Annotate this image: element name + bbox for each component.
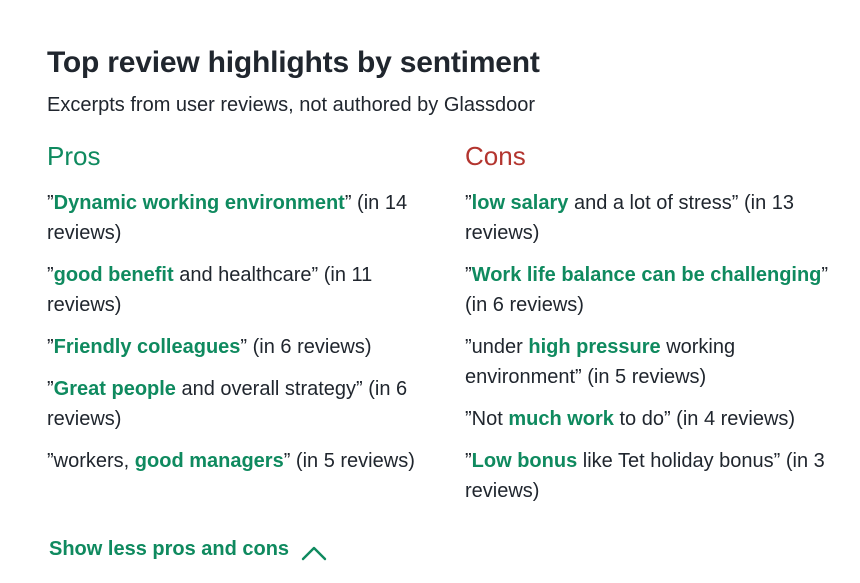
item-suffix: and healthcare” (in 11 reviews): [47, 264, 373, 316]
item-suffix: like Tet holiday bonus” (in 3 reviews): [465, 450, 825, 502]
section-subtitle: Excerpts from user reviews, not authored…: [47, 94, 535, 116]
cons-list: ”low salary and a lot of stress” (in 13 …: [465, 188, 835, 506]
cons-item: ”low salary and a lot of stress” (in 13 …: [465, 188, 835, 248]
item-highlight: Work life balance can be challenging: [471, 264, 822, 286]
item-prefix: ”: [465, 192, 472, 214]
item-highlight: high pressure: [528, 336, 661, 358]
chevron-up-icon: [301, 541, 327, 561]
item-prefix: ”Not: [465, 408, 509, 430]
item-highlight: Friendly colleagues: [53, 336, 241, 358]
cons-item: ”Not much work to do” (in 4 reviews): [465, 404, 835, 434]
item-prefix: ”: [47, 378, 54, 400]
pros-item: ”Friendly colleagues” (in 6 reviews): [47, 332, 417, 362]
item-highlight: good benefit: [53, 264, 174, 286]
item-suffix: ” (in 6 reviews): [465, 264, 829, 316]
item-suffix: ” (in 5 reviews): [283, 450, 415, 472]
pros-column: Pros ”Dynamic working environment” (in 1…: [47, 138, 417, 488]
item-suffix: working environment” (in 5 reviews): [465, 336, 736, 388]
item-prefix: ”: [465, 450, 472, 472]
item-highlight: much work: [508, 408, 614, 430]
cons-item: ”under high pressure working environment…: [465, 332, 835, 392]
pros-cons-columns: Pros ”Dynamic working environment” (in 1…: [47, 138, 847, 528]
cons-item: ”Work life balance can be challenging” (…: [465, 260, 835, 320]
item-prefix: ”: [47, 264, 54, 286]
item-prefix: ”under: [465, 336, 529, 358]
item-prefix: ”: [47, 192, 54, 214]
item-highlight: low salary: [471, 192, 569, 214]
item-prefix: ”workers,: [47, 450, 135, 472]
pros-item: ”workers, good managers” (in 5 reviews): [47, 446, 417, 476]
cons-item: ”Low bonus like Tet holiday bonus” (in 3…: [465, 446, 835, 506]
cons-column: Cons ”low salary and a lot of stress” (i…: [465, 138, 835, 518]
item-suffix: and a lot of stress” (in 13 reviews): [465, 192, 795, 244]
section-title: Top review highlights by sentiment: [47, 46, 540, 79]
item-highlight: Great people: [53, 378, 176, 400]
item-highlight: Low bonus: [471, 450, 578, 472]
pros-item: ”Great people and overall strategy” (in …: [47, 374, 417, 434]
item-suffix: ” (in 14 reviews): [47, 192, 408, 244]
review-highlights-panel: Top review highlights by sentiment Excer…: [47, 44, 847, 561]
cons-heading: Cons: [465, 141, 526, 171]
pros-heading: Pros: [47, 141, 101, 171]
pros-item: ”good benefit and healthcare” (in 11 rev…: [47, 260, 417, 320]
item-suffix: ” (in 6 reviews): [240, 336, 372, 358]
toggle-label: Show less pros and cons: [49, 538, 290, 560]
pros-item: ”Dynamic working environment” (in 14 rev…: [47, 188, 417, 248]
item-prefix: ”: [465, 264, 472, 286]
show-less-toggle-button[interactable]: Show less pros and cons: [49, 535, 327, 563]
item-highlight: good managers: [134, 450, 284, 472]
item-suffix: to do” (in 4 reviews): [613, 408, 796, 430]
pros-list: ”Dynamic working environment” (in 14 rev…: [47, 188, 417, 476]
item-suffix: and overall strategy” (in 6 reviews): [47, 378, 408, 430]
item-highlight: Dynamic working environment: [53, 192, 345, 214]
item-prefix: ”: [47, 336, 54, 358]
